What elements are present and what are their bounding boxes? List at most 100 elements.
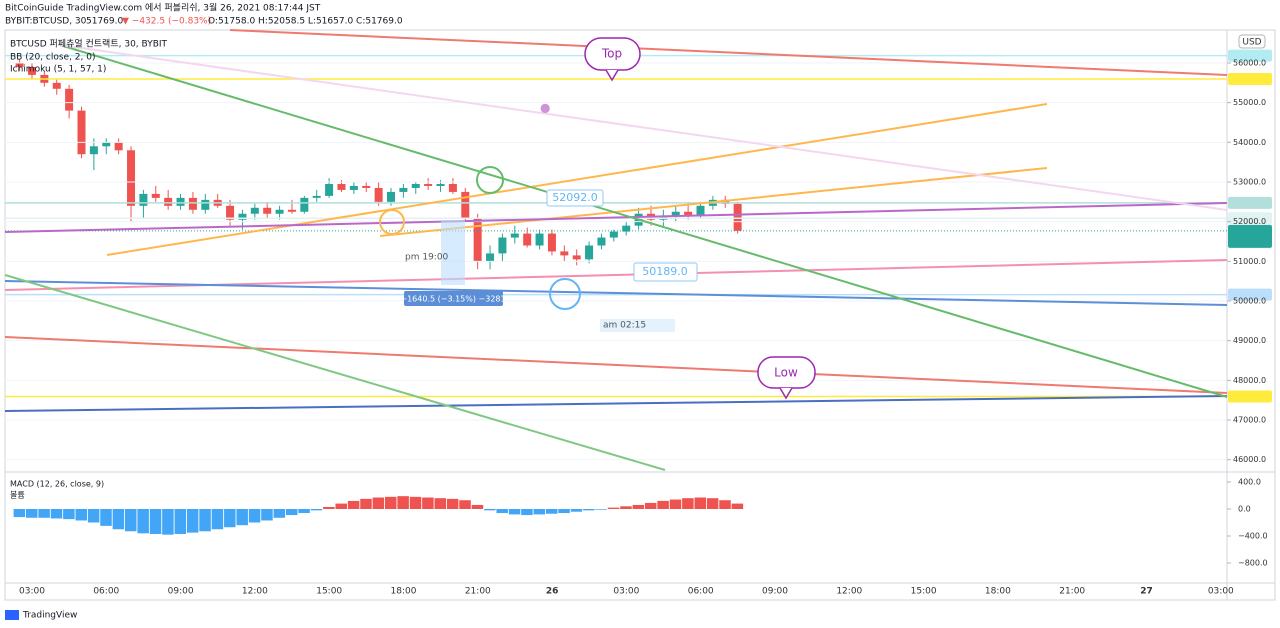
price-badge: [1228, 212, 1272, 225]
y-tick-label: 55000.0: [1233, 98, 1266, 107]
footer: TradingView: [22, 611, 77, 621]
legend-item: BB (20, close, 2, 0): [10, 53, 95, 63]
histogram-bar: [13, 509, 26, 518]
histogram-bar: [38, 509, 50, 518]
icon: ●: [540, 101, 550, 115]
histogram-bar: [360, 498, 372, 509]
logo: [5, 610, 19, 620]
histogram-bar: [583, 509, 595, 511]
histogram-bar: [508, 509, 521, 515]
histogram-bar: [75, 509, 87, 521]
histogram-bar: [521, 509, 533, 516]
x-tick-label: 09:00: [762, 587, 788, 597]
bubble-tail: [605, 69, 619, 82]
x-tick-label: 18:00: [391, 587, 417, 597]
pane-title: MACD (12, 26, close, 9): [10, 480, 104, 489]
histogram-bar: [459, 500, 471, 509]
legend-item: Ichimoku (5, 1, 57, 1): [10, 65, 106, 75]
histogram-bar: [657, 500, 669, 509]
x-tick-label: 09:00: [168, 587, 194, 597]
histogram-bar: [323, 506, 335, 509]
histogram-bar: [620, 506, 632, 509]
legend-item: BTCUSD 퍼페츄얼 컨트랙트, 30, BYBIT: [10, 39, 168, 50]
histogram-bar: [298, 509, 310, 514]
histogram-bar: [570, 509, 583, 512]
y-tick-label: 56000.0: [1233, 59, 1266, 68]
histogram-bar: [682, 498, 694, 509]
x-tick-label: 21:00: [465, 587, 491, 597]
last-price: 51769.0: [86, 17, 123, 27]
measure-label: −1640.5 (−3.15%) −3281: [400, 295, 505, 304]
x-tick-label: 03:00: [1208, 587, 1234, 597]
trendline: [4, 395, 1228, 412]
top-bubble: Top: [584, 37, 641, 82]
histogram-bar: [471, 504, 484, 509]
annotation: Top: [601, 47, 622, 61]
emoji: [476, 166, 504, 194]
histogram-bar: [199, 509, 211, 532]
histogram-bar: [63, 509, 75, 520]
histogram-bar: [632, 504, 645, 509]
histogram-bar: [719, 500, 731, 509]
trendline: [4, 274, 666, 471]
histogram-bar: [261, 509, 273, 521]
histogram-bar: [644, 502, 657, 509]
histogram-bar: [496, 509, 508, 514]
histogram-bar: [211, 509, 224, 530]
histogram-bar: [558, 509, 570, 514]
level-label: 50189.0: [642, 265, 688, 278]
y-tick-label: 51000.0: [1233, 257, 1266, 266]
price-badge: [1228, 196, 1272, 209]
histogram-bar: [385, 496, 397, 509]
measure-area: [441, 220, 465, 285]
y-tick-label: 47000.0: [1233, 416, 1266, 425]
trendline: [4, 336, 1228, 394]
y-tick-label: 48000.0: [1233, 376, 1266, 385]
frame: [4, 29, 1276, 601]
x-tick-label: 03:00: [613, 587, 639, 597]
histogram-bar: [545, 509, 558, 514]
time-note: pm 19:00: [405, 253, 449, 263]
histogram-bar: [409, 496, 422, 509]
x-tick-label: 06:00: [93, 587, 119, 597]
histogram-bar: [224, 509, 236, 528]
y-tick-label: 53000.0: [1233, 178, 1266, 187]
histogram-bar: [25, 509, 38, 518]
trendline: [59, 44, 1228, 398]
y-tick-label: 52000.0: [1233, 217, 1266, 226]
histogram-bar: [112, 509, 125, 530]
histogram-bar: [273, 509, 286, 518]
x-tick-label: 06:00: [688, 587, 714, 597]
x-tick-label: 26: [546, 587, 559, 597]
emoji: [379, 209, 405, 235]
histogram-bar: [533, 509, 546, 515]
x-tick-label: 03:00: [19, 587, 45, 597]
histogram-bar: [87, 509, 100, 523]
level-box: [546, 189, 604, 207]
trendline: [4, 202, 1228, 233]
histogram-bar: [446, 498, 459, 509]
trendline: [229, 29, 1228, 76]
currency-box[interactable]: [1238, 34, 1266, 49]
y-tick-label: 400.0: [1238, 477, 1261, 486]
bubble-tail: [779, 387, 793, 400]
histogram-bar: [186, 509, 199, 533]
price-badge: [1228, 288, 1272, 301]
trendline: [59, 44, 1228, 211]
histogram-bar: [434, 498, 447, 509]
x-tick-label: 27: [1140, 587, 1153, 597]
histogram-bar: [310, 509, 323, 511]
trendlines: [4, 29, 1228, 471]
ohlc: O:51758.0 H:52058.5 L:51657.0 C:51769.0: [208, 17, 403, 27]
histogram-bar: [372, 497, 385, 509]
histogram-bar: [607, 507, 620, 509]
x-tick-label: 15:00: [911, 587, 937, 597]
histogram-bar: [397, 496, 409, 509]
histogram-bar: [162, 509, 174, 535]
annotation: Low: [774, 366, 798, 380]
y-tick-label: −800.0: [1238, 559, 1268, 568]
change: ▼ −432.5 (−0.83%): [122, 17, 211, 27]
price-badge: [1228, 49, 1272, 62]
trendline: [379, 167, 1048, 237]
currency: USD: [1242, 38, 1261, 48]
